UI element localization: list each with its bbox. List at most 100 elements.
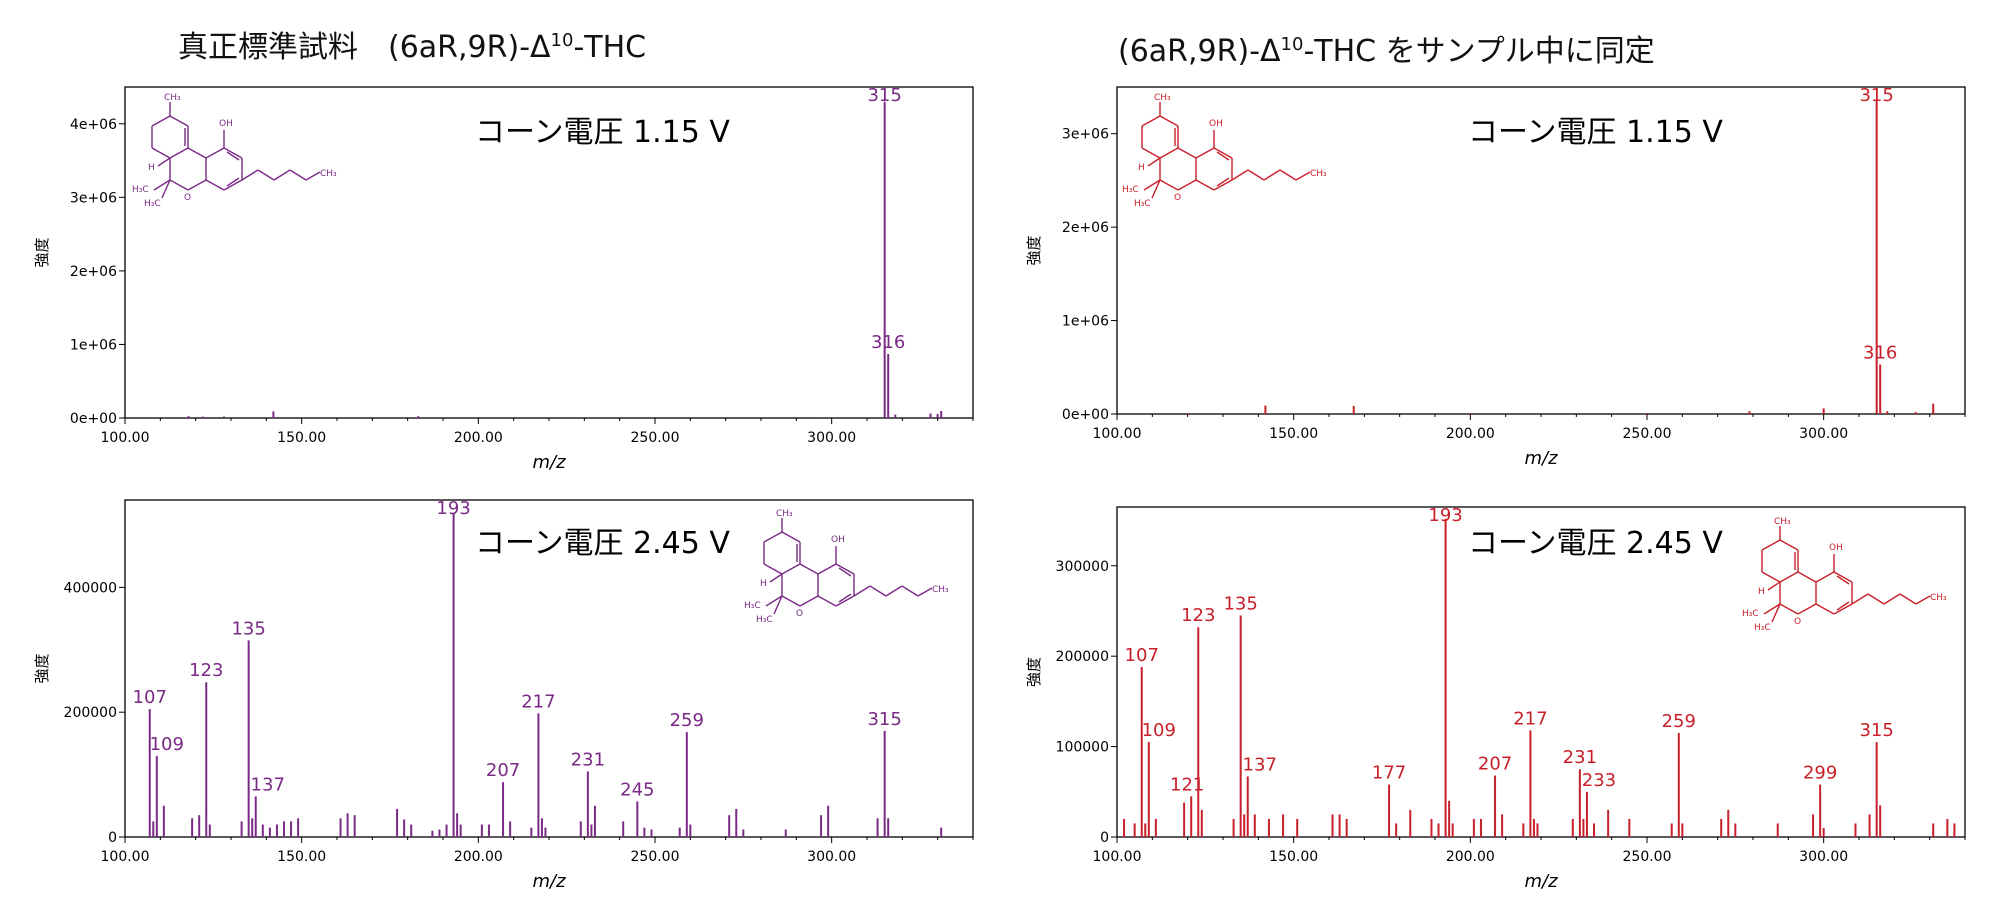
bond-line [835,595,855,607]
bond-line [1295,171,1311,181]
bond-line [241,169,259,181]
x-tick-label: 150.00 [1269,426,1318,442]
bond-line [187,147,207,159]
structure-label-oh: OH [831,535,845,545]
bond-line [1151,179,1161,199]
structure-label-h3c: H₃C [1742,609,1759,619]
right-panel-title: (6aR,9R)-Δ10-THC をサンプル中に同定 [1118,26,1655,70]
peak-label: 193 [1428,505,1462,526]
peak-label: 107 [1125,645,1159,666]
bond-line [1915,595,1931,605]
bond-line [1833,571,1853,583]
bond-line [781,563,801,575]
bond-line [1815,571,1835,583]
bond-line [169,179,189,191]
y-tick-label: 2e+06 [1062,220,1109,236]
bond-line [817,563,837,575]
bond-line [1213,179,1233,191]
bond-line [151,115,171,127]
bond-line [1216,151,1230,161]
peak-label: 315 [867,85,901,106]
x-tick-label: 300.00 [807,430,856,446]
x-tick-label: 100.00 [1093,426,1142,442]
x-tick-label: 250.00 [631,430,680,446]
peak-label: 121 [1170,774,1204,795]
structure-label-ch3: CH₃ [1774,517,1791,527]
bond-line [1195,147,1215,159]
x-tick-label: 200.00 [454,849,503,865]
y-axis-label: 強度 [33,237,51,267]
bond-line [1836,575,1850,585]
bond-line [289,169,307,181]
x-axis-label: m/z [1524,871,1558,892]
x-tick-label: 250.00 [1623,426,1672,442]
bond-line [257,169,275,181]
thc-structure-drawing: CH₃ OH H H₃C H₃C O CH₃ [1122,93,1327,209]
bond-line [1797,571,1817,583]
peak-label: 177 [1372,763,1406,784]
right-title-text: (6aR,9R)-Δ [1118,34,1281,69]
cone-voltage-annotation: コーン電圧 2.45 V [1468,526,1723,561]
bond-line [1779,571,1799,583]
structure-label-h3c: H₃C [1754,623,1771,633]
bond-line [1263,169,1281,181]
bond-line [1216,177,1230,187]
x-tick-label: 200.00 [454,430,503,446]
structure-label-oh: OH [1829,543,1843,553]
bond-line [187,179,207,191]
peak-label: 107 [133,687,167,708]
bond-line [205,179,225,191]
peak-label: 233 [1582,770,1616,791]
bond-line [1141,115,1161,127]
bond-line [885,585,903,597]
bond-line [226,177,240,187]
bond-line [901,585,919,597]
y-axis-label: 強度 [33,653,51,683]
structure-label-o: O [1794,617,1801,627]
structure-label-ch3-tail: CH₃ [932,585,949,595]
structure-label-oh: OH [219,119,233,129]
bond-line [1143,179,1161,191]
bond-line [1159,147,1179,159]
x-tick-label: 200.00 [1446,426,1495,442]
thc-structure-drawing: CH₃ OH H H₃C H₃C O CH₃ [1742,517,1947,633]
x-tick-label: 300.00 [807,849,856,865]
y-axis-label: 強度 [1025,235,1043,265]
bond-line [169,115,189,127]
x-tick-label: 100.00 [101,430,150,446]
peak-label: 217 [521,691,555,712]
structure-label-h: H [1758,587,1765,597]
y-tick-label: 2e+06 [70,264,117,280]
structure-label-ch3: CH₃ [1154,93,1171,103]
bond-line [1195,179,1215,191]
structure-label-h3c: H₃C [744,601,761,611]
bond-line [917,587,933,597]
peak-label: 109 [1142,720,1176,741]
y-tick-label: 1e+06 [70,337,117,353]
bond-line [1141,147,1161,159]
bond-line [151,147,171,159]
x-axis-label: m/z [532,452,566,473]
cone-voltage-annotation: コーン電圧 1.15 V [475,115,730,150]
chart-panel-right-top: 0e+00 1e+06 2e+06 3e+06 100.00 150.00 200.00 25… [1025,85,1966,469]
structure-label-ch3-tail: CH₃ [320,169,337,179]
x-axis-label: m/z [532,871,566,892]
peak-label: 135 [231,618,265,639]
bond-line [1147,157,1161,167]
x-tick-label: 250.00 [631,849,680,865]
bond-line [1867,593,1885,605]
bond-line [226,151,240,161]
y-tick-label: 0e+00 [70,411,117,427]
bond-line [1767,581,1781,591]
bond-line [781,531,801,543]
peak-label: 207 [1478,754,1512,775]
bond-line [273,169,291,181]
y-tick-label: 1e+06 [1062,314,1109,330]
bond-line [1883,593,1901,605]
chart-panel-left-bottom: 0 200000 400000 100.00 150.00 200.00 250.00 300… [33,498,974,892]
y-tick-label: 3e+06 [70,190,117,206]
thc-structure-drawing: CH₃ OH H H₃C H₃C O CH₃ [744,509,949,625]
structure-label-o: O [796,609,803,619]
bond-line [1159,115,1179,127]
